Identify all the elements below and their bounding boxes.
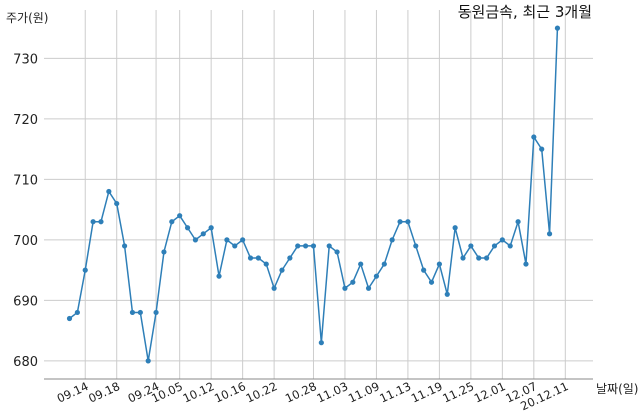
data-point: [342, 285, 348, 291]
data-point: [129, 309, 136, 316]
x-tick-label: 11.03: [314, 379, 350, 406]
data-point: [318, 340, 324, 346]
data-point: [491, 243, 498, 249]
data-point: [216, 273, 222, 279]
data-point: [279, 267, 285, 273]
data-point: [232, 243, 238, 249]
data-point: [539, 146, 545, 152]
data-point: [460, 255, 466, 261]
x-tick-label: 12.01: [472, 379, 508, 406]
data-point: [192, 237, 199, 243]
x-tick-label: 11.19: [409, 379, 445, 406]
x-tick-label: 10.22: [244, 379, 280, 406]
data-point: [114, 200, 120, 207]
data-point: [444, 291, 450, 297]
data-point: [82, 267, 88, 273]
data-point: [373, 273, 380, 279]
data-point: [381, 261, 387, 267]
data-point: [74, 309, 80, 316]
data-point: [184, 225, 191, 231]
data-point: [523, 261, 529, 267]
data-point: [531, 134, 537, 140]
y-tick-label: 720: [13, 113, 38, 128]
data-point: [546, 231, 553, 237]
data-point: [389, 237, 395, 243]
chart-title: 동원금속, 최근 3개월: [458, 3, 592, 21]
data-point: [137, 309, 143, 316]
y-tick-label: 700: [13, 234, 38, 249]
data-point: [287, 255, 293, 261]
x-tick-label: 11.09: [346, 379, 382, 406]
x-tick-label: 11.13: [377, 379, 413, 406]
data-point: [515, 219, 521, 225]
data-point: [334, 249, 340, 255]
y-tick-label: 690: [13, 294, 38, 309]
data-point: [121, 243, 128, 249]
data-point: [66, 315, 73, 322]
x-axis-label: 날짜(일): [596, 382, 638, 396]
data-point: [484, 255, 490, 261]
data-point: [224, 237, 230, 243]
data-point: [310, 243, 317, 249]
data-point: [255, 255, 261, 261]
data-point: [161, 249, 167, 255]
data-point: [153, 309, 159, 316]
data-point: [405, 219, 411, 225]
data-point: [358, 261, 364, 267]
data-point: [476, 255, 482, 261]
x-tick-label: 10.12: [181, 379, 217, 406]
data-point: [397, 219, 403, 225]
data-point: [303, 243, 309, 249]
data-point: [554, 25, 561, 31]
data-point: [169, 219, 175, 225]
data-point: [499, 237, 505, 243]
data-point: [452, 225, 458, 231]
data-point: [507, 243, 513, 249]
data-point: [98, 219, 104, 225]
data-point: [350, 279, 356, 285]
data-point: [271, 285, 277, 291]
x-tick-label: 09.18: [86, 379, 122, 406]
data-point: [326, 243, 332, 249]
grid: [44, 10, 593, 379]
data-point: [421, 267, 427, 273]
x-tick-label: 11.25: [440, 379, 476, 406]
y-tick-label: 710: [13, 173, 38, 188]
x-tick-label: 10.16: [212, 379, 248, 406]
data-point: [90, 219, 96, 225]
y-tick-label: 730: [13, 52, 38, 67]
y-tick-label: 680: [13, 355, 38, 370]
data-point: [436, 261, 442, 267]
data-point: [106, 188, 112, 195]
data-point: [208, 225, 214, 231]
y-axis-label: 주가(원): [6, 11, 48, 25]
x-tick-label: 09.14: [55, 379, 91, 406]
y-axis-ticks: 680 690 700 710 720 730: [13, 52, 38, 369]
data-point: [145, 358, 151, 364]
data-point: [413, 243, 419, 249]
data-point: [468, 243, 474, 249]
data-point: [263, 261, 269, 267]
x-tick-label: 10.28: [283, 379, 319, 406]
data-point: [365, 285, 372, 291]
data-point: [177, 213, 183, 219]
data-point: [240, 237, 246, 243]
data-point: [247, 255, 254, 261]
data-point: [295, 243, 301, 249]
data-point: [200, 231, 206, 237]
data-points: [66, 25, 561, 364]
data-point: [428, 279, 435, 285]
